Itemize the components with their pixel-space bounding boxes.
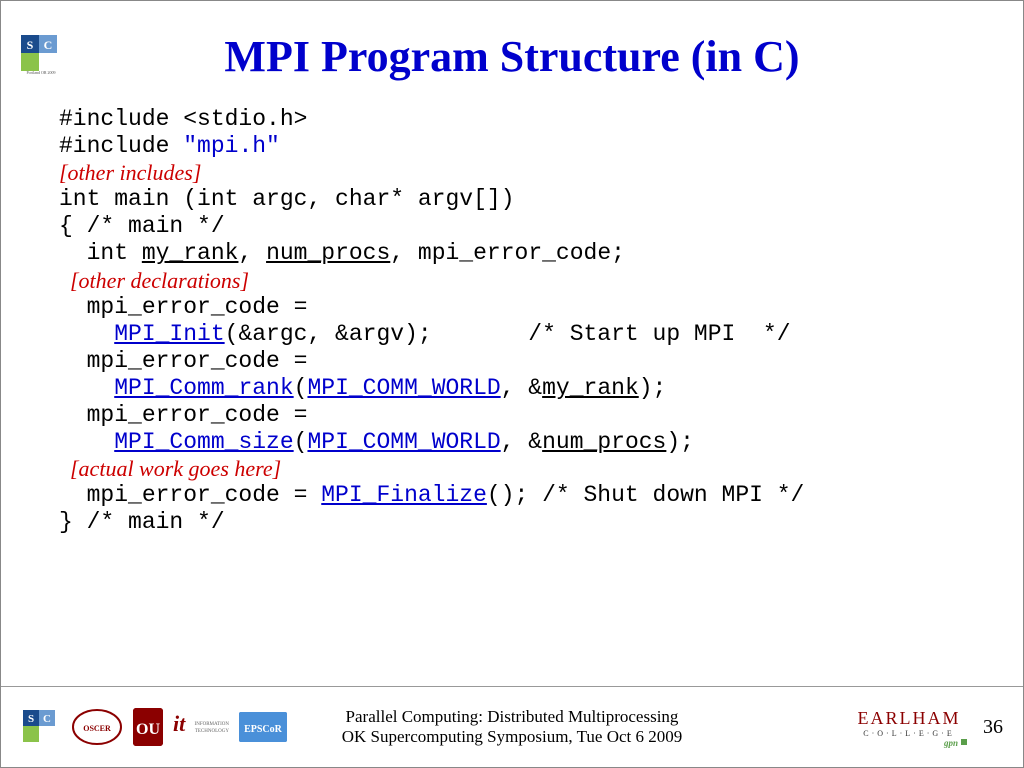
mpi-comm-world: MPI_COMM_WORLD (307, 375, 500, 401)
mpi-comm-size: MPI_Comm_size (114, 429, 293, 455)
svg-text:S: S (27, 38, 34, 52)
svg-text:OSCER: OSCER (83, 724, 111, 733)
svg-text:C: C (43, 713, 51, 725)
footer-right: EARLHAM C·O·L·L·E·G·E gpn 36 (849, 706, 1003, 748)
svg-text:gpn: gpn (943, 738, 958, 748)
annotation: [other includes] (59, 160, 993, 186)
footer-caption: Parallel Computing: Distributed Multipro… (342, 707, 683, 748)
ou-logo-icon: OU (133, 708, 163, 746)
svg-text:INFORMATION: INFORMATION (195, 722, 229, 727)
code-line: int main (int argc, char* argv[]) (59, 186, 993, 213)
svg-text:it: it (173, 711, 186, 736)
annotation: [actual work goes here] (59, 456, 993, 482)
code-line: MPI_Comm_rank(MPI_COMM_WORLD, &my_rank); (59, 375, 993, 402)
var-myrank: my_rank (542, 375, 639, 401)
slide-title: MPI Program Structure (in C) (1, 31, 1023, 82)
epscor-logo-icon: EPSCoR (239, 712, 287, 742)
mpi-comm-rank: MPI_Comm_rank (114, 375, 293, 401)
code-line: mpi_error_code = MPI_Finalize(); /* Shut… (59, 482, 993, 509)
code-line: #include <stdio.h> (59, 106, 993, 133)
sc-logo-top: S C Portland OR 2009 (17, 31, 65, 75)
code-line: mpi_error_code = (59, 402, 993, 429)
mpi-init: MPI_Init (114, 321, 224, 347)
svg-text:Portland OR 2009: Portland OR 2009 (26, 70, 55, 75)
var-myrank: my_rank (142, 240, 239, 266)
slide: S C Portland OR 2009 MPI Program Structu… (0, 0, 1024, 768)
code-line: mpi_error_code = (59, 348, 993, 375)
code-line: } /* main */ (59, 509, 993, 536)
sc-logo-icon: SC (21, 708, 61, 746)
code-line: mpi_error_code = (59, 294, 993, 321)
footer-line1: Parallel Computing: Distributed Multipro… (342, 707, 683, 727)
var-numprocs: num_procs (266, 240, 390, 266)
footer: SC OSCER OU it INFORMATION TECHNOLOGY EPSC… (1, 686, 1023, 767)
earlham-logo-icon: EARLHAM C·O·L·L·E·G·E gpn (849, 706, 969, 748)
annotation: [other declarations] (59, 268, 993, 294)
code-block: #include <stdio.h> #include "mpi.h" [oth… (59, 106, 993, 536)
svg-text:TECHNOLOGY: TECHNOLOGY (195, 729, 229, 734)
page-number: 36 (983, 716, 1003, 739)
svg-text:EARLHAM: EARLHAM (858, 708, 961, 728)
footer-logos-left: SC OSCER OU it INFORMATION TECHNOLOGY EPSC… (21, 708, 287, 746)
code-line: int my_rank, num_procs, mpi_error_code; (59, 240, 993, 267)
svg-text:C·O·L·L·E·G·E: C·O·L·L·E·G·E (863, 729, 954, 738)
code-line: MPI_Comm_size(MPI_COMM_WORLD, &num_procs… (59, 429, 993, 456)
code-line: #include "mpi.h" (59, 133, 993, 160)
svg-text:EPSCoR: EPSCoR (244, 724, 283, 735)
mpi-finalize: MPI_Finalize (321, 482, 487, 508)
code-line: { /* main */ (59, 213, 993, 240)
svg-text:OU: OU (136, 721, 160, 738)
code-line: MPI_Init(&argc, &argv); /* Start up MPI … (59, 321, 993, 348)
svg-text:S: S (28, 713, 34, 725)
it-logo-icon: it INFORMATION TECHNOLOGY (173, 711, 229, 743)
mpi-header: "mpi.h" (183, 133, 280, 159)
oscer-logo-icon: OSCER (71, 708, 123, 746)
svg-text:C: C (44, 38, 53, 52)
var-numprocs: num_procs (542, 429, 666, 455)
footer-line2: OK Supercomputing Symposium, Tue Oct 6 2… (342, 727, 683, 747)
mpi-comm-world: MPI_COMM_WORLD (307, 429, 500, 455)
